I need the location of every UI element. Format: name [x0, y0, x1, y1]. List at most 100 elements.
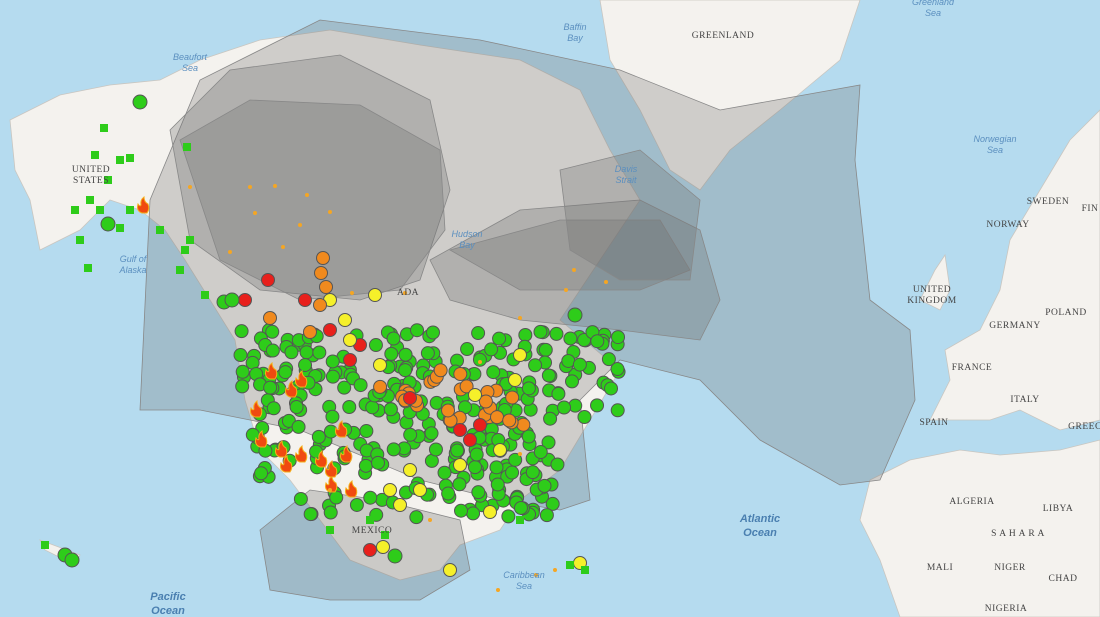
place-label-line: Sea [987, 145, 1003, 155]
place-label-line: ADA [397, 288, 419, 298]
fire-icon [275, 439, 288, 458]
place-label-line: ITALY [1010, 395, 1039, 405]
aqi-marker [453, 423, 467, 437]
place-label-line: Greenland [912, 0, 955, 7]
sensor-marker [126, 154, 134, 162]
aqi-marker [490, 477, 505, 492]
place-label-line: CHAD [1049, 574, 1078, 584]
aqi-marker [611, 330, 626, 345]
aqi-marker [323, 505, 338, 520]
aqi-marker [349, 497, 364, 512]
place-label-line: Baffin [563, 22, 586, 32]
aqi-marker [313, 298, 327, 312]
aqi-marker [454, 503, 469, 518]
aqi-marker [537, 478, 552, 493]
sensor-marker [91, 151, 99, 159]
aqi-marker [265, 324, 280, 339]
aqi-marker [443, 563, 457, 577]
aqi-marker [100, 216, 116, 232]
place-label-line: LIBYA [1043, 504, 1073, 514]
place-label: Beaufort Sea [173, 52, 208, 73]
fire-icon [280, 454, 293, 473]
sensor-marker [41, 541, 49, 549]
aqi-marker [460, 342, 475, 357]
sensor-marker [186, 236, 194, 244]
africa [859, 439, 1100, 617]
aqi-marker [450, 443, 465, 458]
aqi-marker [265, 343, 280, 358]
place-label-line: Alaska [118, 265, 146, 275]
place-label-line: Ocean [151, 605, 185, 617]
aqi-marker [433, 363, 448, 378]
aqi-marker [338, 313, 352, 327]
aqi-marker [565, 374, 580, 389]
place-label-line: ALGERIA [949, 497, 994, 507]
greenland [599, 0, 861, 191]
fire-icon [295, 369, 308, 388]
aqi-marker [533, 324, 548, 339]
small-marker [553, 568, 557, 572]
aqi-marker [473, 418, 487, 432]
aqi-marker [368, 288, 382, 302]
aqi-marker [393, 498, 407, 512]
place-label-line: SPAIN [919, 418, 948, 428]
small-marker [281, 245, 285, 249]
aqi-marker [533, 445, 548, 460]
aqi-marker [371, 455, 386, 470]
small-marker [428, 518, 432, 522]
smoke-layer [139, 19, 916, 601]
place-label-line: Sea [925, 8, 941, 18]
aqi-marker [471, 485, 486, 500]
aqi-marker [601, 352, 616, 367]
sensor-marker [181, 246, 189, 254]
place-label: MALI [927, 563, 953, 573]
place-label-line: Davis [615, 164, 638, 174]
place-label: Caribbean Sea [503, 570, 545, 591]
sensor-marker [381, 531, 389, 539]
place-label-line: Pacific [150, 591, 185, 603]
markers [41, 94, 626, 592]
aqi-marker [403, 463, 417, 477]
fire-icon [255, 429, 268, 448]
sensor-marker [581, 566, 589, 574]
place-label-line: Atlantic [739, 513, 780, 525]
small-marker [478, 360, 482, 364]
aqi-marker [398, 347, 413, 362]
fire-icon [285, 379, 298, 398]
aqi-marker [278, 365, 293, 380]
aqi-marker [463, 433, 477, 447]
sensor-marker [71, 206, 79, 214]
aqi-marker [325, 409, 340, 424]
aqi-marker [492, 331, 507, 346]
place-label-line: GREEC [1068, 422, 1100, 432]
aqi-marker [299, 345, 314, 360]
aqi-marker [233, 348, 248, 363]
sensor-marker [326, 526, 334, 534]
aqi-marker [467, 460, 482, 475]
aqi-marker [551, 386, 566, 401]
aqi-marker [549, 326, 564, 341]
fire-icon [345, 479, 358, 498]
aqi-marker [516, 417, 531, 432]
aqi-marker [469, 447, 484, 462]
aqi-marker [513, 348, 527, 362]
aqi-marker [266, 401, 281, 416]
place-label-line: NORWAY [986, 220, 1029, 230]
small-marker [228, 250, 232, 254]
place-label: SWEDEN [1027, 197, 1070, 207]
aqi-marker [373, 379, 388, 394]
aqi-marker [518, 327, 533, 342]
aqi-marker [314, 266, 328, 280]
aqi-marker [453, 367, 468, 382]
sensor-marker [566, 561, 574, 569]
aqi-marker [343, 333, 357, 347]
place-label-line: STATES [73, 176, 109, 186]
europe [929, 109, 1100, 431]
aqi-marker [254, 466, 269, 481]
aqi-marker [501, 509, 516, 524]
aqi-marker [493, 443, 507, 457]
place-label: ITALY [1010, 395, 1039, 405]
place-label: GERMANY [989, 321, 1041, 331]
aqi-marker [323, 323, 337, 337]
smoke-plume [179, 99, 446, 301]
